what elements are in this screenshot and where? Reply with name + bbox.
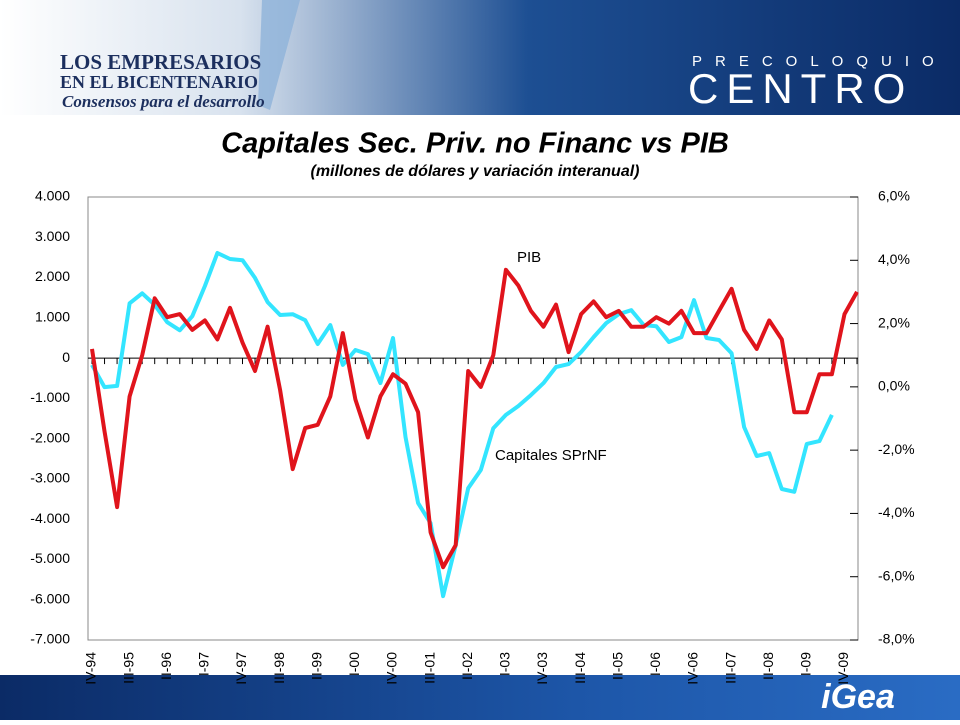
x-tick-label: I-03 [497,652,513,676]
y2-tick-label: 0,0% [878,378,910,394]
x-tick-label: III-01 [421,652,437,684]
y-tick-label: 4.000 [35,188,70,204]
chart-title: Capitales Sec. Priv. no Financ vs PIB [221,128,729,160]
y2-tick-label: -2,0% [878,441,915,457]
x-tick-label: IV-94 [83,652,99,685]
x-tick-label: IV-06 [685,652,701,685]
y-tick-label: -2.000 [30,429,70,445]
x-tick-label: III-07 [722,652,738,684]
x-tick-label: IV-00 [384,652,400,685]
x-tick-label: II-99 [308,652,324,680]
x-tick-label: III-98 [271,652,287,684]
y2-tick-label: -4,0% [878,504,915,520]
y2-tick-label: 6,0% [878,188,910,204]
series-line [90,251,834,599]
header-band [0,0,960,115]
x-tick-label: I-06 [647,652,663,676]
y-tick-label: -6.000 [30,590,70,606]
x-tick-label: IV-09 [835,652,851,685]
ribbon [258,0,300,110]
series-line [90,267,859,570]
y2-tick-label: -8,0% [878,631,915,647]
x-tick-label: II-02 [459,652,475,680]
brand-line: EN EL BICENTENARIO [60,72,258,92]
x-tick-label: I-97 [196,652,212,676]
annotation: Capitales SPrNF [495,447,607,464]
y2-tick-label: 2,0% [878,314,910,330]
event-main: CENTRO [688,65,913,112]
y-tick-label: -5.000 [30,550,70,566]
x-tick-label: II-96 [158,652,174,680]
event-top: PRECOLOQUIO [692,53,947,70]
y-tick-label: -3.000 [30,470,70,486]
x-tick-label: IV-97 [233,652,249,685]
x-tick-label: I-00 [346,652,362,676]
y-tick-label: 2.000 [35,268,70,284]
x-tick-label: II-05 [609,652,625,680]
y2-tick-label: -6,0% [878,567,915,583]
x-tick-label: III-04 [572,652,588,684]
y-tick-label: -7.000 [30,631,70,647]
y-tick-label: 0 [62,349,70,365]
annotation: PIB [517,249,541,266]
chart-subtitle: (millones de dólares y variación interan… [311,163,640,180]
y2-tick-label: 4,0% [878,251,910,267]
y-tick-label: -4.000 [30,510,70,526]
y-tick-label: -1.000 [30,389,70,405]
brand-tagline: Consensos para el desarrollo [62,92,265,111]
brand-line: LOS EMPRESARIOS [60,50,261,74]
y-tick-label: 1.000 [35,309,70,325]
x-tick-label: I-09 [798,652,814,676]
footer-logo: iGea [821,678,895,716]
x-tick-label: III-95 [120,652,136,684]
x-tick-label: IV-03 [534,652,550,685]
footer-band [0,675,960,720]
y-tick-label: 3.000 [35,228,70,244]
x-tick-label: II-08 [760,652,776,680]
plot-frame [87,196,859,641]
